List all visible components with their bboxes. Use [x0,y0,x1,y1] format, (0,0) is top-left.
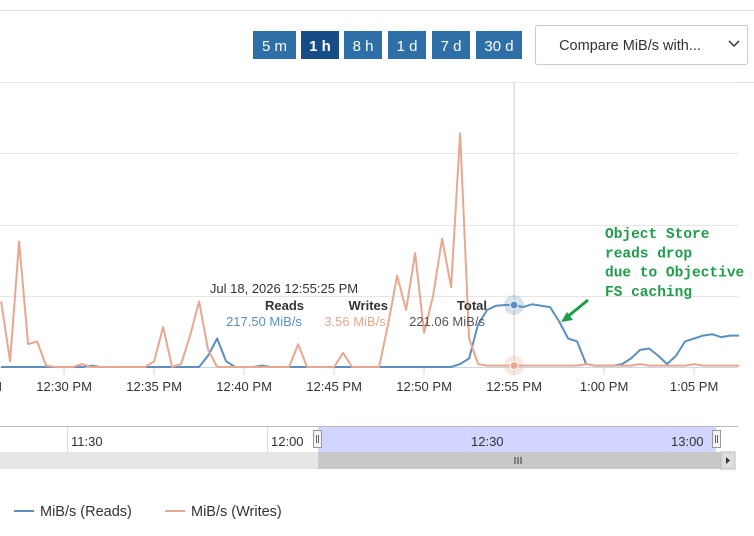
range-label: 1 d [397,38,418,55]
dropdown-arrow [728,40,740,48]
x-tick-label: 12:35 PM [126,379,182,394]
x-tick-label: 12:40 PM [216,379,272,394]
navigator-handle[interactable] [712,430,721,448]
navigator-label: 13:00 [671,434,704,449]
range-label: 7 d [441,38,462,55]
range-label: 1 h [309,38,331,55]
compare-text: Compare MiB/s with... [559,38,701,54]
annotation: due to Objective [605,266,744,282]
x-tick-label: 12:30 PM [36,379,92,394]
range-button[interactable] [301,31,339,59]
annotation: Object Store [605,227,709,243]
scrollbar-grip [514,457,522,464]
range-label: 8 h [353,38,374,55]
range-label: 30 d [484,38,513,55]
x-tick-label: 1:00 PM [580,379,628,394]
x-tick-label: 12:25 PM [0,379,2,394]
tooltip-title: Jul 18, 2026 12:55:25 PM [210,281,358,296]
x-tick-label: 12:55 PM [486,379,542,394]
annotation-arrowhead [561,312,573,322]
annotation: FS caching [605,285,692,301]
range-button[interactable] [432,31,470,59]
navigator-label: 11:30 [71,434,103,449]
x-tick-label: 1:05 PM [670,379,718,394]
x-tick-label: 12:45 PM [306,379,362,394]
annotation-arrow [565,298,589,320]
tooltip-value: 3.56 MiB/s [324,314,386,329]
range-button[interactable] [253,31,296,59]
scrollbar-thumb[interactable] [318,452,721,469]
hover-point [509,361,519,371]
navigator-selection[interactable] [318,427,716,452]
range-button[interactable] [388,31,426,59]
range-button[interactable] [344,31,382,59]
tooltip-value: 221.06 MiB/s [409,314,485,329]
range-label: 5 m [262,38,287,55]
legend-label[interactable]: MiB/s (Writes) [191,504,282,520]
navigator-label: 12:30 [471,434,504,449]
x-tick-label: 12:50 PM [396,379,452,394]
scroll-arrow [726,457,730,464]
range-button[interactable] [476,31,522,59]
handle-grip [316,435,718,443]
navigator-handle[interactable] [313,430,322,448]
annotation: reads drop [605,246,692,262]
series-line [0,132,740,368]
tooltip-value: 217.50 MiB/s [226,314,302,329]
tooltip-name: Reads [265,298,304,313]
tooltip-name: Total [457,298,487,313]
tooltip-name: Writes [349,298,389,313]
legend-label[interactable]: MiB/s (Reads) [40,504,132,520]
compare-dropdown[interactable] [535,25,748,65]
navigator-label: 12:00 [271,434,304,449]
hover-point [509,300,519,310]
